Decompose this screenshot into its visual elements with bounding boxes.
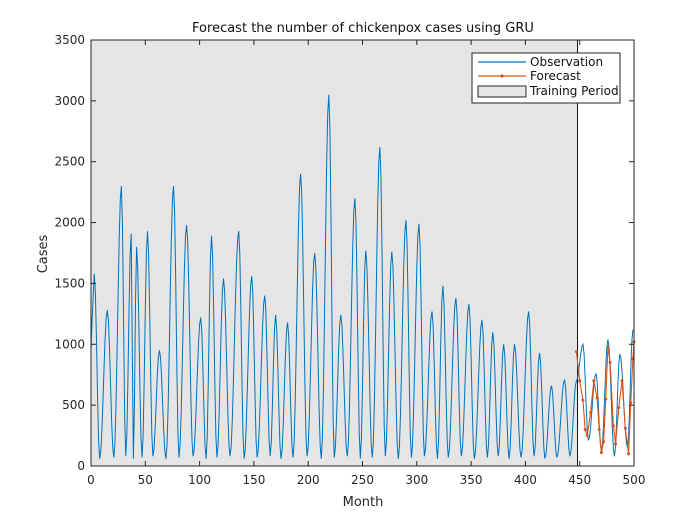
x-tick-label: 150 bbox=[242, 473, 265, 487]
plot-area: 0 50 100 150 200 250 300 350 400 450 500 0 500 1000 15… bbox=[54, 33, 645, 487]
forecast-point bbox=[623, 426, 627, 430]
training-period-region bbox=[90, 39, 579, 467]
forecast-point bbox=[585, 434, 589, 438]
x-tick-label: 500 bbox=[623, 473, 646, 487]
forecast-point bbox=[617, 406, 621, 410]
forecast-point bbox=[606, 345, 610, 349]
legend-observation-label: Observation bbox=[530, 55, 603, 69]
y-tick-label: 1500 bbox=[54, 276, 85, 290]
forecast-point bbox=[574, 350, 578, 354]
legend-training-label: Training Period bbox=[529, 84, 619, 98]
chart-title: Forecast the number of chickenpox cases … bbox=[192, 21, 534, 36]
y-tick-label: 500 bbox=[62, 398, 85, 412]
forecast-point bbox=[608, 361, 612, 365]
x-axis-label: Month bbox=[343, 495, 384, 510]
forecast-point bbox=[589, 410, 593, 414]
legend: Observation Forecast Training Period bbox=[471, 52, 621, 104]
forecast-point bbox=[578, 379, 582, 383]
observation-series-line bbox=[90, 94, 634, 459]
x-tick-label: 100 bbox=[188, 473, 211, 487]
forecast-point bbox=[595, 396, 599, 400]
x-tick-label: 0 bbox=[87, 473, 95, 487]
legend-training-swatch bbox=[477, 85, 527, 98]
x-tick-label: 300 bbox=[405, 473, 428, 487]
x-tick-label: 50 bbox=[138, 473, 153, 487]
legend-forecast-label: Forecast bbox=[530, 69, 581, 83]
y-tick-label: 2500 bbox=[54, 155, 85, 169]
forecast-point bbox=[583, 427, 587, 431]
forecast-point bbox=[620, 379, 624, 383]
x-tick-label: 200 bbox=[297, 473, 320, 487]
forecast-point bbox=[592, 379, 596, 383]
forecast-point bbox=[611, 424, 615, 428]
x-tick-label: 400 bbox=[514, 473, 537, 487]
x-tick-label: 350 bbox=[460, 473, 483, 487]
y-tick-label: 1000 bbox=[54, 337, 85, 351]
y-tick-label: 3500 bbox=[54, 33, 85, 47]
legend-forecast-marker bbox=[500, 74, 504, 78]
forecast-point bbox=[629, 401, 633, 405]
forecast-point bbox=[604, 397, 608, 401]
x-tick-label: 250 bbox=[351, 473, 374, 487]
forecast-point bbox=[627, 452, 631, 456]
forecast-point bbox=[614, 442, 618, 446]
y-tick-label: 3000 bbox=[54, 94, 85, 108]
y-tick-label: 0 bbox=[77, 459, 85, 473]
y-tick-label: 2000 bbox=[54, 216, 85, 230]
forecast-point bbox=[597, 427, 601, 431]
forecast-point bbox=[602, 440, 606, 444]
x-tick-label: 450 bbox=[568, 473, 591, 487]
forecast-point bbox=[599, 451, 603, 455]
forecast-point bbox=[581, 398, 585, 402]
y-axis-label: Cases bbox=[36, 234, 51, 273]
